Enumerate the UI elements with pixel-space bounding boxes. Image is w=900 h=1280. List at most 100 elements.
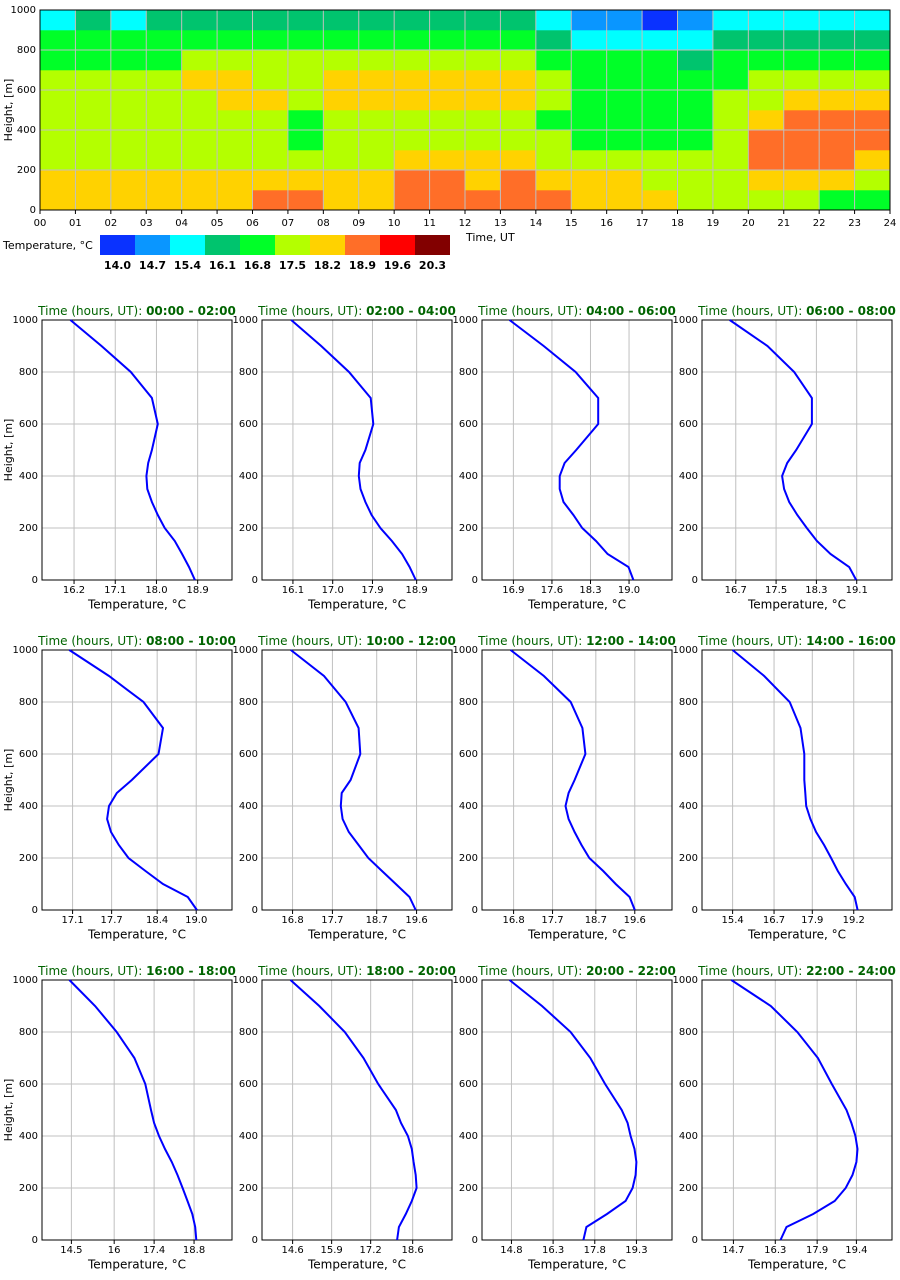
heat-cell <box>252 170 289 191</box>
heat-cell <box>358 170 395 191</box>
heat-cell <box>465 70 501 91</box>
heat-cell <box>535 130 572 151</box>
heat-cell <box>606 70 643 91</box>
y-tick-label: 400 <box>239 1131 258 1142</box>
y-tick-label: 600 <box>679 1079 698 1090</box>
heat-cell <box>677 190 714 211</box>
heat-cell <box>110 10 147 31</box>
heat-cell <box>500 110 537 131</box>
heat-cell <box>252 90 289 111</box>
x-tick-label: 17.7 <box>541 915 563 926</box>
heat-cell <box>40 130 76 151</box>
heat-cell <box>146 30 182 51</box>
chart-title: Time (hours, UT): 06:00 - 08:00 <box>697 304 896 318</box>
x-tick-label: 18.6 <box>402 1245 424 1256</box>
colorbar-swatch <box>205 235 240 255</box>
x-tick-label: 19.3 <box>625 1245 647 1256</box>
heat-cell <box>571 110 607 131</box>
heat-cell <box>429 10 466 31</box>
plot-frame <box>701 319 893 581</box>
profile-line <box>289 979 418 1241</box>
heat-cell <box>75 110 112 131</box>
heat-cell <box>287 70 324 91</box>
heat-cell <box>181 90 218 111</box>
heat-cell <box>571 190 607 211</box>
x-axis-label: Temperature, °C <box>527 598 626 612</box>
x-tick-label: 14.5 <box>60 1245 82 1256</box>
colorbar-tick-label: 16.8 <box>244 259 271 272</box>
x-tick-label: 16 <box>600 218 613 229</box>
x-tick-label: 11 <box>423 218 436 229</box>
colorbar-swatch <box>310 235 345 255</box>
title-period: 16:00 - 18:00 <box>146 964 236 978</box>
y-axis-label: Height, [m] <box>2 419 15 482</box>
heat-cell <box>323 130 360 151</box>
plot-frame <box>261 979 453 1241</box>
plot-frame <box>41 979 233 1241</box>
heat-cell <box>819 30 855 51</box>
heat-cell <box>146 130 182 151</box>
heat-cell <box>712 90 749 111</box>
x-tick-label: 06 <box>246 218 259 229</box>
heat-cell <box>500 190 537 211</box>
x-tick-label: 17.4 <box>143 1245 165 1256</box>
heat-cell <box>500 90 537 111</box>
chart-title: Time (hours, UT): 08:00 - 10:00 <box>37 634 236 648</box>
x-tick-label: 10 <box>388 218 401 229</box>
colorbar-swatch <box>275 235 310 255</box>
y-tick-label: 0 <box>472 575 478 586</box>
profile-line <box>508 319 635 581</box>
heat-cell <box>606 190 643 211</box>
heat-cell <box>712 10 749 31</box>
heat-cell <box>465 50 501 71</box>
heat-cell <box>712 190 749 211</box>
heat-cell <box>677 50 714 71</box>
x-tick-label: 16.7 <box>763 915 785 926</box>
heat-cell <box>642 10 678 31</box>
title-prefix: Time (hours, UT): <box>37 304 142 318</box>
heat-cell <box>110 130 147 151</box>
heat-cell <box>642 110 678 131</box>
heat-cell <box>75 50 112 71</box>
y-tick-label: 800 <box>239 367 258 378</box>
heat-cell <box>217 90 253 111</box>
y-tick-label: 1000 <box>233 975 258 986</box>
x-tick-label: 18.9 <box>187 585 209 596</box>
x-tick-label: 17.1 <box>61 915 83 926</box>
y-tick-label: 0 <box>472 905 478 916</box>
heat-cell <box>146 90 182 111</box>
heat-cell <box>358 130 395 151</box>
x-axis-label: Temperature, °C <box>527 1258 626 1272</box>
heat-cell <box>358 190 395 211</box>
heat-cell <box>571 130 607 151</box>
y-tick-label: 1000 <box>453 975 478 986</box>
y-tick-label: 0 <box>692 575 698 586</box>
x-tick-label: 19.4 <box>845 1245 867 1256</box>
x-axis-label: Temperature, °C <box>307 928 406 942</box>
y-tick-label: 800 <box>239 697 258 708</box>
heat-cell <box>394 150 430 171</box>
y-tick-label: 400 <box>679 801 698 812</box>
plot-frame <box>39 9 891 211</box>
heat-cell <box>500 10 537 31</box>
heat-cell <box>465 90 501 111</box>
colorbar-label: Temperature, °C <box>2 239 93 252</box>
y-tick-label: 800 <box>239 1027 258 1038</box>
heat-cell <box>40 30 76 51</box>
y-tick-label: 0 <box>32 575 38 586</box>
x-tick-label: 18.3 <box>805 585 827 596</box>
x-tick-label: 14 <box>529 218 542 229</box>
y-tick-label: 1000 <box>13 645 38 656</box>
heat-cell <box>394 90 430 111</box>
heat-cell <box>854 30 891 51</box>
heat-cell <box>819 110 855 131</box>
heat-cell <box>217 30 253 51</box>
heat-cell <box>606 170 643 191</box>
heat-cell <box>535 50 572 71</box>
heat-cell <box>323 110 360 131</box>
heat-cell <box>606 130 643 151</box>
y-tick-label: 600 <box>459 1079 478 1090</box>
heat-cell <box>748 170 785 191</box>
heat-cell <box>854 130 891 151</box>
heat-cell <box>783 150 820 171</box>
